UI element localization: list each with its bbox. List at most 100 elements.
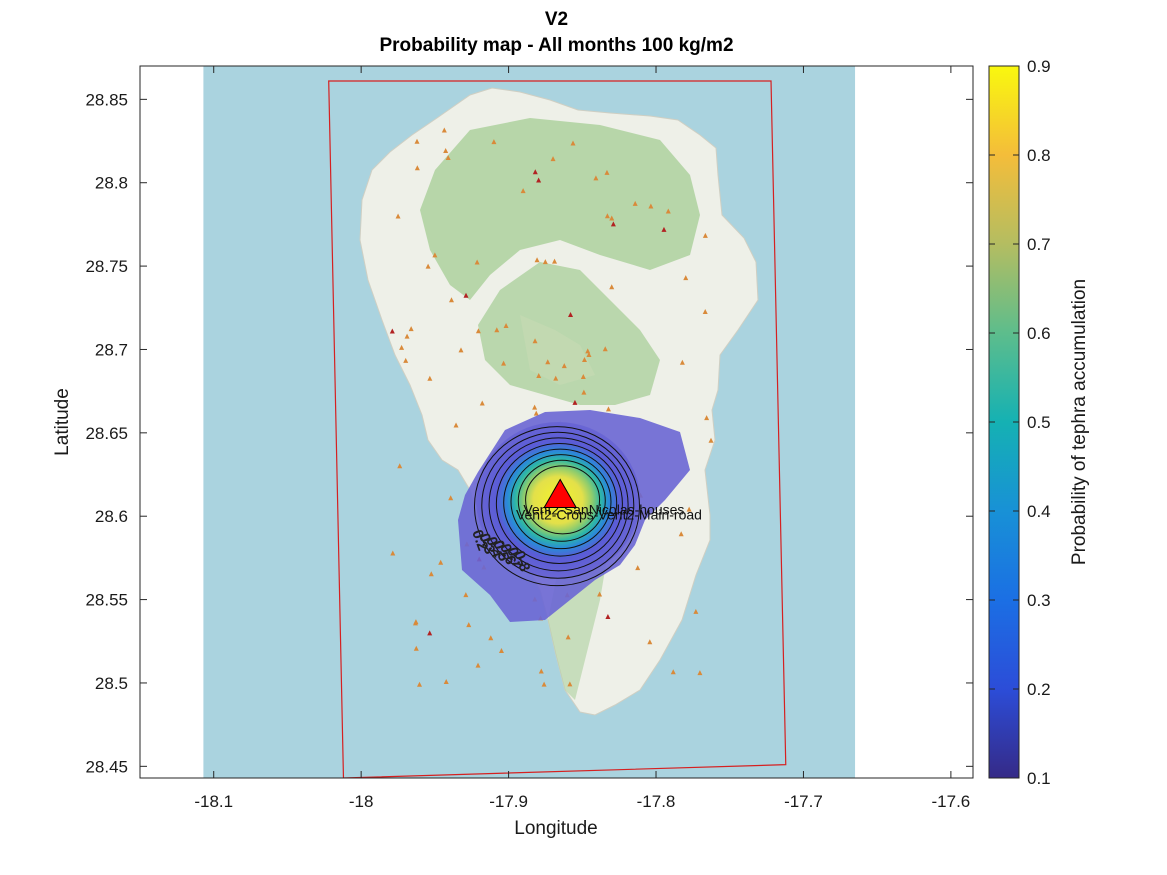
x-tick-label: -18.1 — [194, 792, 233, 811]
poi-marker — [475, 662, 481, 668]
poi-marker — [708, 437, 714, 443]
contour-line — [481, 431, 635, 579]
y-axis-ticks: 28.45 28.5 28.55 28.6 28.65 28.7 28.75 28.8 28.8… — [85, 90, 973, 776]
poi-marker — [432, 252, 438, 258]
poi-marker — [542, 259, 548, 265]
colorbar-tick-label: 0.2 — [1027, 680, 1051, 699]
poi-marker — [609, 284, 615, 290]
plot-area: 0.20.30.40.50.60.70.8 Vent2-SanNicolas-h… — [203, 66, 856, 778]
y-tick-label: 28.65 — [85, 424, 128, 443]
poi-marker — [463, 592, 469, 598]
poi-marker — [586, 351, 592, 357]
poi-marker — [702, 232, 708, 238]
poi-marker — [585, 348, 591, 354]
poi-marker — [553, 375, 559, 381]
poi-marker — [597, 591, 603, 597]
poi-marker — [605, 613, 611, 619]
poi-marker — [412, 620, 418, 626]
colorbar-tick-label: 0.8 — [1027, 146, 1051, 165]
x-tick-label: -17.6 — [932, 792, 971, 811]
poi-marker — [414, 138, 420, 144]
poi-marker — [632, 200, 638, 206]
contour-label: 0.2 — [468, 528, 491, 553]
poi-marker — [538, 668, 544, 674]
chart-title: V2 — [544, 9, 569, 30]
poi-marker — [441, 127, 447, 133]
poi-marker — [534, 257, 540, 263]
poi-marker — [463, 292, 469, 298]
poi-marker — [604, 169, 610, 175]
poi-marker — [448, 297, 454, 303]
contour-labels: 0.20.30.40.50.60.70.8 — [468, 528, 533, 574]
poi-marker — [533, 410, 539, 416]
poi-marker — [604, 213, 610, 219]
contour-label: 0.4 — [482, 535, 505, 561]
poi-marker — [408, 326, 414, 332]
y-axis-label: Latitude — [52, 388, 73, 456]
poi-marker — [670, 669, 676, 675]
poi-marker — [552, 258, 558, 264]
island-basemap — [359, 87, 759, 716]
poi-marker — [697, 670, 703, 676]
poi-marker — [665, 208, 671, 214]
plot-frame — [139, 65, 974, 779]
poi-marker — [532, 169, 538, 175]
x-axis-label: Longitude — [514, 818, 597, 839]
y-tick-label: 28.85 — [85, 90, 128, 109]
poi-marker — [520, 188, 526, 194]
poi-marker — [602, 346, 608, 352]
poi-marker — [438, 559, 444, 565]
chart-subtitle: Probability map - All months 100 kg/m2 — [379, 35, 734, 56]
poi-marker — [647, 639, 653, 645]
poi-marker — [545, 359, 551, 365]
poi-marker — [498, 647, 504, 653]
poi-marker — [635, 565, 641, 571]
poi-marker — [648, 203, 654, 209]
poi-marker — [390, 550, 396, 556]
poi-marker — [425, 263, 431, 269]
poi-marker — [678, 531, 684, 537]
contour-line — [503, 448, 618, 557]
poi-marker — [704, 415, 710, 421]
colorbar-tick-label: 0.1 — [1027, 769, 1051, 788]
colorbar-tick-label: 0.6 — [1027, 324, 1051, 343]
poi-marker — [417, 681, 423, 687]
colorbar-ticks: 0.1 0.2 0.3 0.4 0.5 0.6 0.7 0.8 0.9 — [989, 57, 1051, 788]
y-tick-label: 28.6 — [95, 507, 128, 526]
poi-marker — [414, 165, 420, 171]
contour-line — [510, 454, 612, 550]
contour-label: 0.8 — [510, 549, 533, 574]
poi-marker — [580, 374, 586, 380]
poi-marker — [475, 328, 481, 334]
colorbar-label: Probability of tephra accumulation — [1069, 279, 1090, 565]
poi-marker — [661, 226, 667, 232]
poi-marker — [565, 634, 571, 640]
point-label: Vent2-Crops-Vent2-Main-road — [516, 507, 702, 523]
poi-marker — [443, 678, 449, 684]
poi-marker — [494, 327, 500, 333]
contour-line — [473, 426, 640, 587]
poi-marker — [488, 635, 494, 641]
poi-marker — [501, 360, 507, 366]
poi-marker — [399, 344, 405, 350]
poi-marker — [448, 495, 454, 501]
poi-marker — [479, 400, 485, 406]
x-tick-label: -17.7 — [784, 792, 823, 811]
contour-label: 0.5 — [489, 538, 512, 563]
y-tick-label: 28.7 — [95, 340, 128, 359]
poi-marker — [561, 363, 567, 369]
poi-marker — [572, 399, 578, 405]
poi-marker — [413, 645, 419, 651]
poi-marker — [427, 630, 433, 636]
poi-marker — [605, 406, 611, 412]
colorbar-tick-label: 0.5 — [1027, 413, 1051, 432]
poi-marker — [581, 389, 587, 395]
poi-marker — [427, 375, 433, 381]
probability-field: 0.20.30.40.50.60.70.8 — [458, 410, 690, 622]
contour-label: 0.7 — [503, 545, 526, 570]
poi-marker — [389, 328, 395, 334]
colorbar-tick-label: 0.7 — [1027, 235, 1051, 254]
x-tick-label: -18 — [349, 792, 374, 811]
contour-label: 0.3 — [475, 531, 498, 556]
